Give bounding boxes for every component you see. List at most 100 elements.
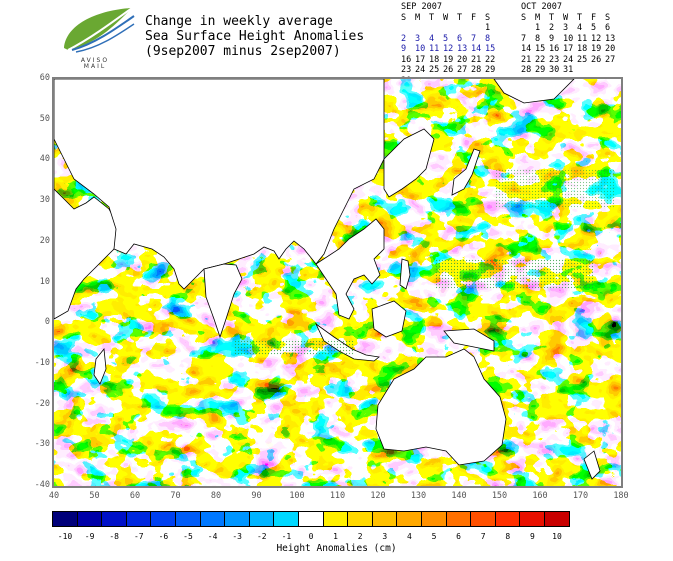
- weekday-label: T: [429, 12, 435, 23]
- calendar-day[interactable]: 2: [549, 23, 555, 33]
- calendar-day: [471, 23, 485, 34]
- weekday-label: S: [401, 12, 407, 23]
- x-tick-label: 120: [370, 491, 386, 501]
- x-tick-label: 90: [251, 491, 262, 501]
- calendar-day[interactable]: 3: [563, 23, 569, 33]
- calendar-day[interactable]: 19: [591, 44, 602, 54]
- colorbar-tick-label: 3: [382, 532, 388, 541]
- colorbar-swatch: [53, 512, 78, 526]
- calendar-week-row: 23 24 25 26 27 28 29: [401, 65, 499, 76]
- calendar-day[interactable]: 25: [429, 65, 440, 75]
- calendar-day[interactable]: 18: [577, 44, 588, 54]
- calendar-day[interactable]: 5: [443, 33, 449, 44]
- calendar-day[interactable]: 8: [485, 33, 491, 44]
- calendar-day[interactable]: 8: [535, 33, 541, 44]
- colorbar-swatch: [175, 512, 201, 526]
- x-tick-label: 100: [289, 491, 305, 501]
- calendar-day[interactable]: 18: [429, 54, 440, 65]
- colorbar-swatch: [249, 512, 275, 526]
- colorbar-swatch: [298, 512, 324, 526]
- x-tick-label: 160: [532, 491, 548, 501]
- colorbar-swatch: [471, 512, 496, 526]
- calendar-day[interactable]: 29: [535, 65, 546, 75]
- calendar-day[interactable]: 6: [457, 33, 463, 44]
- calendar-day[interactable]: 26: [591, 54, 602, 65]
- weekday-label: T: [577, 12, 583, 23]
- calendar-month-label: OCT 2007: [521, 2, 562, 12]
- calendar-day[interactable]: 28: [471, 65, 482, 75]
- weekday-label: W: [443, 12, 449, 23]
- calendar-day[interactable]: 13: [457, 44, 468, 54]
- calendar-day[interactable]: 19: [443, 54, 454, 65]
- colorbar-tick-label: 5: [431, 532, 437, 541]
- calendar-day[interactable]: 29: [485, 65, 496, 75]
- calendar-day[interactable]: 23: [549, 54, 560, 65]
- y-tick-label: -30: [34, 439, 50, 450]
- calendar-day[interactable]: 10: [415, 44, 426, 54]
- calendar-day[interactable]: 24: [563, 54, 574, 65]
- calendar-day[interactable]: 20: [457, 54, 468, 65]
- calendar-day[interactable]: 7: [471, 33, 477, 44]
- colorbar-swatch: [372, 512, 398, 526]
- calendar-day[interactable]: 11: [429, 44, 440, 54]
- calendar-day[interactable]: 20: [605, 44, 616, 54]
- calendar-day[interactable]: 28: [521, 65, 532, 75]
- calendar-day[interactable]: 2: [401, 33, 407, 44]
- calendar-day[interactable]: 23: [401, 65, 412, 75]
- calendar-day[interactable]: 12: [591, 33, 602, 44]
- calendar-day[interactable]: 11: [577, 33, 588, 44]
- calendar-day: [591, 65, 605, 76]
- y-tick-label: 0: [44, 317, 50, 328]
- colorbar-tick-label: -7: [133, 532, 144, 541]
- calendar-day[interactable]: 9: [549, 33, 555, 44]
- y-tick-label: 20: [39, 235, 50, 246]
- calendar-day[interactable]: 27: [457, 65, 468, 75]
- calendar-day[interactable]: 1: [485, 23, 491, 33]
- colorbar-tick-label: -5: [183, 532, 193, 541]
- y-tick-label: 40: [39, 154, 50, 165]
- x-tick-label: 60: [129, 491, 141, 501]
- x-tick-label: 150: [491, 491, 508, 501]
- calendar-day[interactable]: 4: [577, 23, 583, 33]
- calendar-day[interactable]: 15: [535, 44, 546, 54]
- calendar-day[interactable]: 4: [429, 33, 435, 44]
- calendar-day[interactable]: 13: [605, 33, 616, 44]
- calendar-day[interactable]: 5: [591, 23, 597, 33]
- calendar-day[interactable]: 14: [471, 44, 482, 54]
- calendar-day[interactable]: 16: [401, 54, 412, 65]
- calendar-day[interactable]: 22: [485, 54, 496, 65]
- calendar-day[interactable]: 3: [415, 33, 421, 44]
- calendar-day[interactable]: 9: [401, 44, 407, 54]
- calendar-day[interactable]: 1: [535, 23, 541, 33]
- calendar-day[interactable]: 26: [443, 65, 454, 75]
- x-tick-label: 140: [451, 491, 467, 501]
- calendar-day[interactable]: 27: [605, 54, 616, 65]
- calendar-day[interactable]: 24: [415, 65, 426, 75]
- calendar-day[interactable]: 14: [521, 44, 532, 54]
- calendar-day[interactable]: 25: [577, 54, 588, 65]
- calendar-day[interactable]: 6: [605, 23, 611, 33]
- calendar-day[interactable]: 17: [415, 54, 426, 65]
- x-tick-label: 170: [572, 491, 589, 501]
- dotted-region: [434, 259, 594, 289]
- calendar-day[interactable]: 7: [521, 33, 527, 44]
- title-line-3: (9sep2007 minus 2sep2007): [145, 44, 341, 59]
- calendar-day[interactable]: 16: [549, 44, 560, 54]
- x-tick-label: 70: [170, 491, 181, 501]
- calendar-day[interactable]: 21: [471, 54, 482, 65]
- calendar-day[interactable]: 31: [563, 65, 574, 75]
- calendar-day[interactable]: 22: [535, 54, 546, 65]
- colorbar-tick-label: 8: [505, 532, 511, 541]
- calendar-day[interactable]: 17: [563, 44, 574, 54]
- colorbar-tick-label: 10: [552, 532, 562, 541]
- colorbar-tick-label: 2: [357, 532, 363, 541]
- calendar-day[interactable]: 12: [443, 44, 454, 54]
- calendar-day[interactable]: 10: [563, 33, 574, 44]
- calendar-day[interactable]: 21: [521, 54, 532, 65]
- calendar-day[interactable]: 30: [549, 65, 560, 75]
- colorbar-swatch: [126, 512, 152, 526]
- weekday-label: T: [549, 12, 555, 23]
- calendar-day[interactable]: 15: [485, 44, 496, 54]
